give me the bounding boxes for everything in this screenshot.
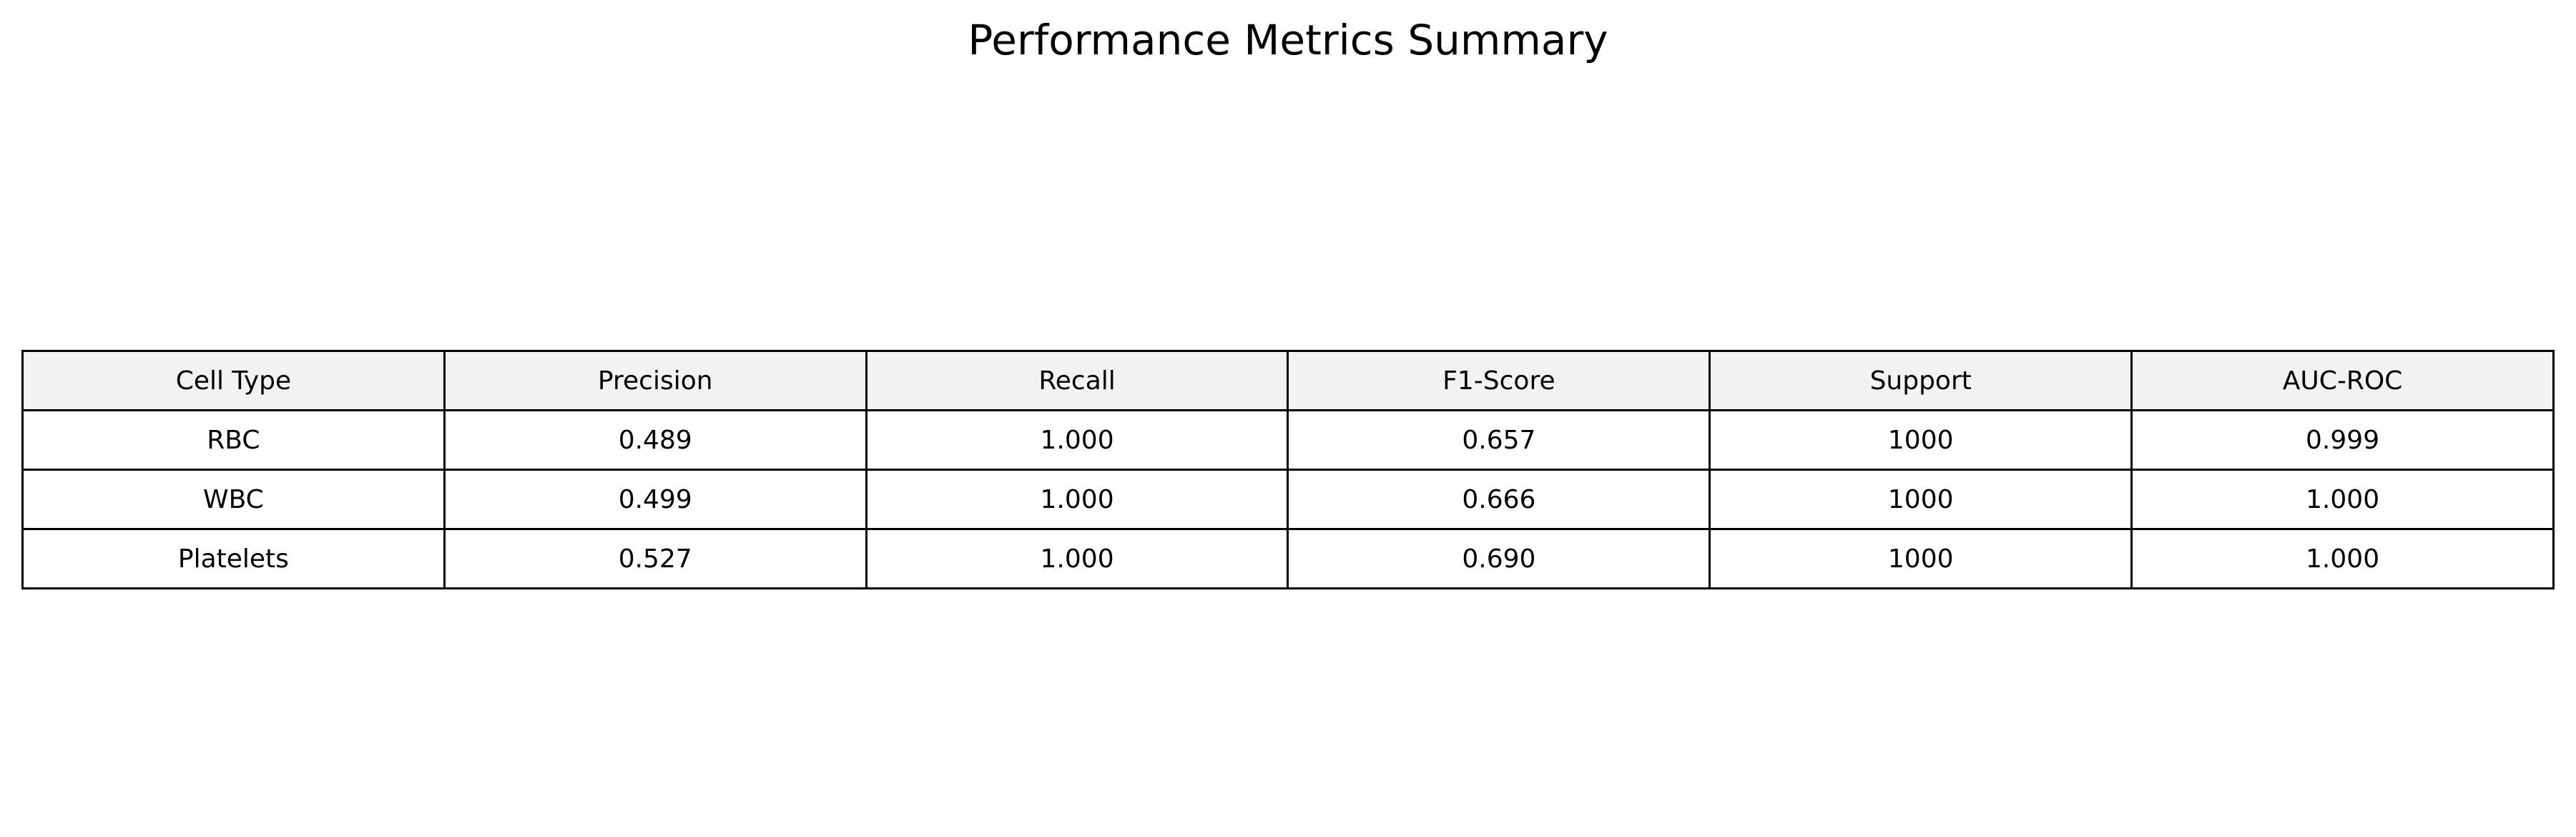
column-header-precision: Precision	[443, 350, 867, 411]
table-cell: 1.000	[865, 469, 1289, 530]
table-cell: 1.000	[865, 528, 1289, 589]
table-cell: 0.489	[443, 409, 867, 471]
table-cell: 1.000	[2130, 528, 2555, 589]
chart-title: Performance Metrics Summary	[968, 16, 1608, 64]
table-row: WBC 0.499 1.000 0.666 1000 1.000	[21, 469, 2555, 530]
table-cell: 1.000	[2130, 469, 2555, 530]
table-cell: 0.999	[2130, 409, 2555, 471]
metrics-table: Cell Type Precision Recall F1-Score Supp…	[21, 350, 2555, 589]
column-header-f1-score: F1-Score	[1287, 350, 1711, 411]
table-cell: 0.499	[443, 469, 867, 530]
table-cell: 1000	[1709, 528, 2133, 589]
table-cell: 0.657	[1287, 409, 1711, 471]
column-header-cell-type: Cell Type	[21, 350, 446, 411]
table-row: Platelets 0.527 1.000 0.690 1000 1.000	[21, 528, 2555, 589]
table-cell: WBC	[21, 469, 446, 530]
table-header-row: Cell Type Precision Recall F1-Score Supp…	[21, 350, 2555, 411]
table-cell: 1000	[1709, 409, 2133, 471]
table-row: RBC 0.489 1.000 0.657 1000 0.999	[21, 409, 2555, 471]
table-cell: 1000	[1709, 469, 2133, 530]
column-header-support: Support	[1709, 350, 2133, 411]
column-header-recall: Recall	[865, 350, 1289, 411]
table-cell: 0.666	[1287, 469, 1711, 530]
column-header-auc-roc: AUC-ROC	[2130, 350, 2555, 411]
table-cell: Platelets	[21, 528, 446, 589]
table-cell: RBC	[21, 409, 446, 471]
table-cell: 0.690	[1287, 528, 1711, 589]
table-cell: 1.000	[865, 409, 1289, 471]
table-cell: 0.527	[443, 528, 867, 589]
